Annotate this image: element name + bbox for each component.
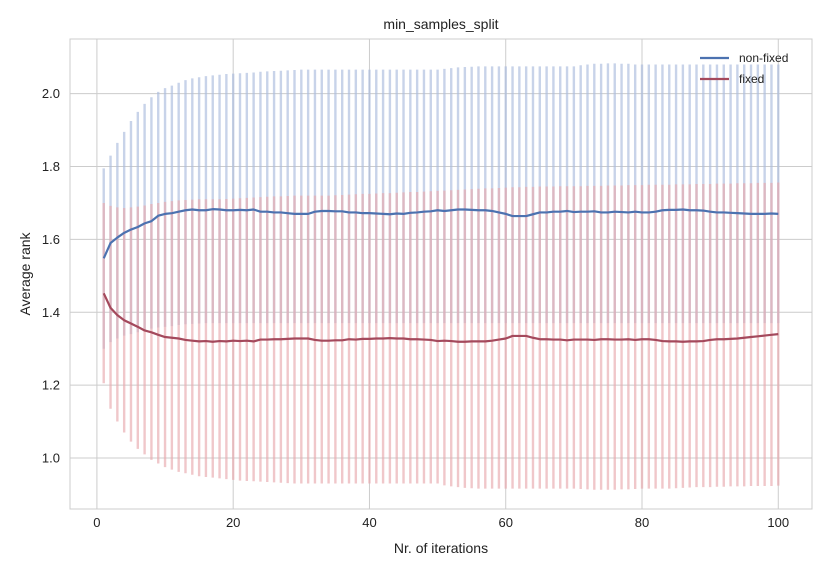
x-tick-label: 100: [767, 515, 789, 530]
chart-title: min_samples_split: [383, 16, 498, 32]
fixed-series-line: [102, 292, 779, 343]
y-tick-label: 1.4: [42, 305, 60, 320]
x-axis-label: Nr. of iterations: [394, 540, 488, 556]
y-tick-label: 1.2: [42, 378, 60, 393]
non-fixed-legend-label: non-fixed: [739, 51, 788, 65]
x-tick-label: 0: [93, 515, 100, 530]
y-tick-label: 1.0: [42, 450, 60, 465]
y-tick-label: 2.0: [42, 86, 60, 101]
x-tick-label: 80: [635, 515, 649, 530]
y-tick-label: 1.6: [42, 232, 60, 247]
x-tick-label: 60: [498, 515, 512, 530]
series-lines: [102, 208, 779, 343]
plot-frame: [69, 38, 813, 510]
y-tick-label: 1.8: [42, 159, 60, 174]
plot-background: [70, 39, 812, 509]
non-fixed-series-line: [102, 208, 779, 259]
y-axis-label: Average rank: [17, 231, 33, 315]
fixed-legend-label: fixed: [739, 72, 764, 86]
x-tick-label: 20: [226, 515, 240, 530]
x-tick-label: 40: [362, 515, 376, 530]
legend: non-fixed fixed: [700, 51, 788, 86]
ticks: 0 20 40 60 80 100 1.0 1.2 1.4 1.6 1.8 2.0: [42, 86, 789, 530]
